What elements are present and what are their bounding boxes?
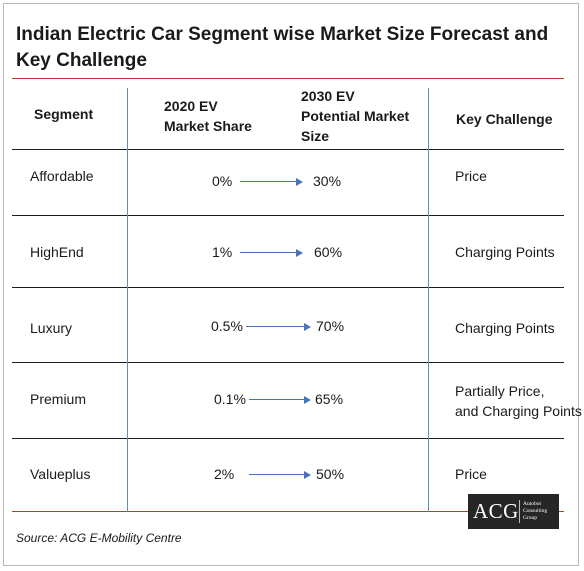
row-divider (12, 215, 564, 216)
page-frame (3, 3, 579, 566)
share-2020-cell: 0.1% (214, 391, 246, 407)
size-2030-cell: 60% (314, 244, 343, 260)
row-divider (12, 287, 564, 288)
arrow-icon (249, 470, 311, 479)
page-title: Indian Electric Car Segment wise Market … (16, 24, 549, 71)
logo-subtitle: Autobot Consulting Group (523, 501, 548, 521)
header-2020-market-share: 2020 EV Market Share (164, 98, 252, 134)
segment-cell: Affordable (30, 168, 94, 184)
segment-cell: Luxury (30, 320, 73, 336)
challenge-cell: Price (455, 466, 487, 482)
arrow-icon (240, 248, 303, 257)
arrow-icon (240, 177, 303, 186)
header-2030-market-size: 2030 EV Potential Market Size (301, 88, 410, 144)
source-note: Source: ACG E-Mobility Centre (16, 531, 182, 545)
challenge-cell: Charging Points (455, 244, 555, 260)
size-2030-cell: 70% (316, 318, 345, 334)
header-segment: Segment (34, 106, 94, 122)
header-key-challenge: Key Challenge (456, 111, 553, 127)
logo-divider (519, 500, 520, 523)
size-2030-cell: 65% (315, 391, 344, 407)
acg-logo: ACG Autobot Consulting Group (468, 494, 559, 529)
column-divider (428, 88, 429, 512)
table-bottom-divider (12, 511, 564, 512)
row-divider (12, 438, 564, 439)
header-divider (12, 149, 564, 150)
row-divider (12, 362, 564, 363)
segment-cell: HighEnd (30, 244, 84, 260)
size-2030-cell: 50% (316, 466, 345, 482)
share-2020-cell: 1% (212, 244, 233, 260)
column-divider (127, 88, 128, 512)
challenge-cell: Partially Price, and Charging Points (455, 383, 582, 419)
size-2030-cell: 30% (313, 173, 342, 189)
logo-wordmark: ACG (473, 499, 519, 523)
share-2020-cell: 0.5% (211, 318, 243, 334)
share-2020-cell: 2% (214, 466, 235, 482)
segment-cell: Premium (30, 391, 87, 407)
table-top-divider (12, 78, 564, 79)
challenge-cell: Charging Points (455, 320, 555, 336)
arrow-icon (249, 395, 311, 404)
arrow-icon (246, 322, 311, 331)
challenge-cell: Price (455, 168, 487, 184)
share-2020-cell: 0% (212, 173, 233, 189)
segment-cell: Valueplus (30, 466, 91, 482)
